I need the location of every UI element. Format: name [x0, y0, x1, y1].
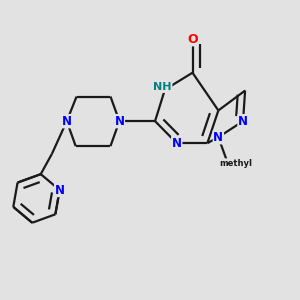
Text: N: N — [172, 137, 182, 150]
Text: N: N — [114, 115, 124, 128]
Text: NH: NH — [153, 82, 172, 92]
Text: N: N — [238, 115, 248, 128]
Text: N: N — [62, 115, 72, 128]
Text: N: N — [213, 131, 224, 144]
Text: N: N — [55, 184, 64, 196]
Text: methyl: methyl — [219, 159, 252, 168]
Text: O: O — [187, 33, 198, 46]
